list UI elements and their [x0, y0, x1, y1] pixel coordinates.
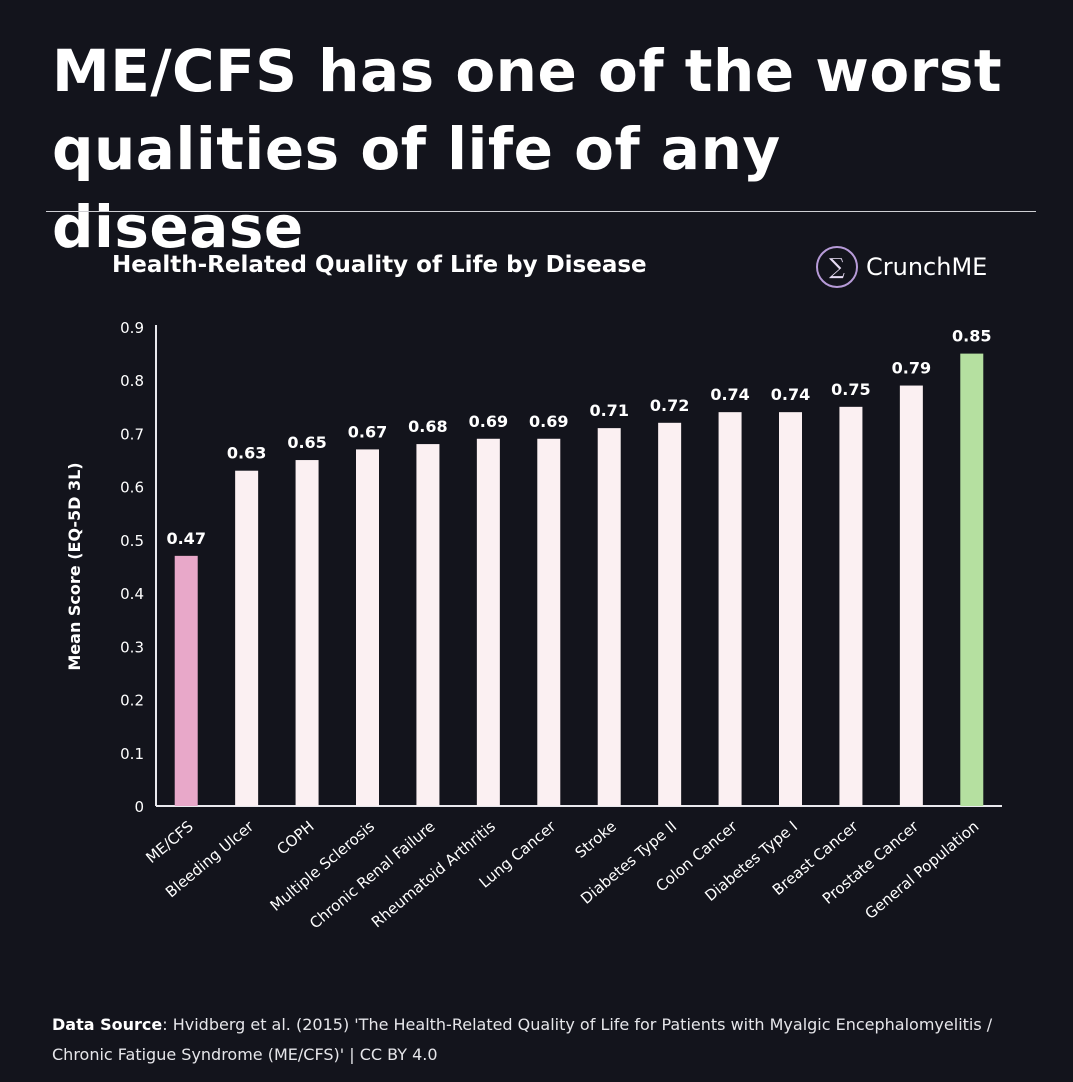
source-label: Data Source	[52, 1015, 163, 1034]
y-axis-label: Mean Score (EQ-5D 3L)	[65, 462, 84, 670]
bar	[718, 412, 742, 806]
bar	[658, 422, 682, 806]
bar	[235, 470, 259, 806]
bar	[839, 406, 863, 806]
data-label: 0.69	[529, 412, 568, 431]
data-label: 0.68	[408, 417, 447, 436]
x-tick-label: ME/CFS	[142, 817, 196, 867]
data-label: 0.75	[831, 380, 870, 399]
y-tick-label: 0.9	[120, 319, 144, 337]
bar	[779, 412, 802, 806]
bar	[476, 438, 500, 806]
bar	[416, 444, 440, 806]
chart-title: Health-Related Quality of Life by Diseas…	[112, 252, 647, 278]
y-tick-label: 0	[134, 798, 144, 816]
bar	[356, 449, 379, 806]
data-label: 0.69	[469, 412, 508, 431]
y-tick-label: 0.1	[120, 745, 144, 763]
data-label: 0.71	[589, 401, 628, 420]
data-label: 0.74	[771, 385, 810, 404]
y-tick-label: 0.7	[120, 425, 144, 443]
data-label: 0.74	[710, 385, 749, 404]
source-text: : Hvidberg et al. (2015) 'The Health-Rel…	[52, 1015, 993, 1064]
y-tick-label: 0.4	[120, 585, 144, 603]
y-tick-label: 0.8	[120, 372, 144, 390]
sigma-logo-icon: ∑	[816, 246, 858, 288]
data-label: 0.72	[650, 396, 689, 415]
data-label: 0.67	[348, 422, 387, 441]
bar	[174, 555, 198, 806]
x-tick-label: Multiple Sclerosis	[267, 817, 379, 915]
x-tick-label: COPH	[273, 817, 317, 858]
bar	[899, 385, 923, 806]
y-tick-label: 0.3	[120, 638, 144, 656]
divider	[46, 211, 1036, 212]
bar	[597, 428, 621, 806]
data-label: 0.79	[892, 359, 931, 378]
y-tick-label: 0.6	[120, 479, 144, 497]
data-label: 0.47	[166, 529, 205, 548]
data-label: 0.65	[287, 433, 326, 452]
headline: ME/CFS has one of the worst qualities of…	[52, 37, 1003, 261]
brand[interactable]: ∑ CrunchME	[816, 243, 987, 291]
bar	[960, 353, 984, 806]
x-tick-label: General Population	[861, 817, 982, 923]
y-tick-label: 0.5	[120, 532, 144, 550]
bar-chart: 0 0.1 0.2 0.3 0.4 0.5 0.6 0.7 0.8 0.9 Mean Score (…	[65, 319, 1002, 932]
y-tick-label: 0.2	[120, 692, 144, 710]
bar	[295, 460, 319, 806]
data-label: 0.63	[227, 444, 266, 463]
data-label: 0.85	[952, 327, 991, 346]
x-tick-label: Stroke	[572, 817, 620, 862]
data-source: Data Source: Hvidberg et al. (2015) 'The…	[52, 1010, 1042, 1070]
bar	[537, 438, 561, 806]
brand-name: CrunchME	[866, 253, 988, 281]
